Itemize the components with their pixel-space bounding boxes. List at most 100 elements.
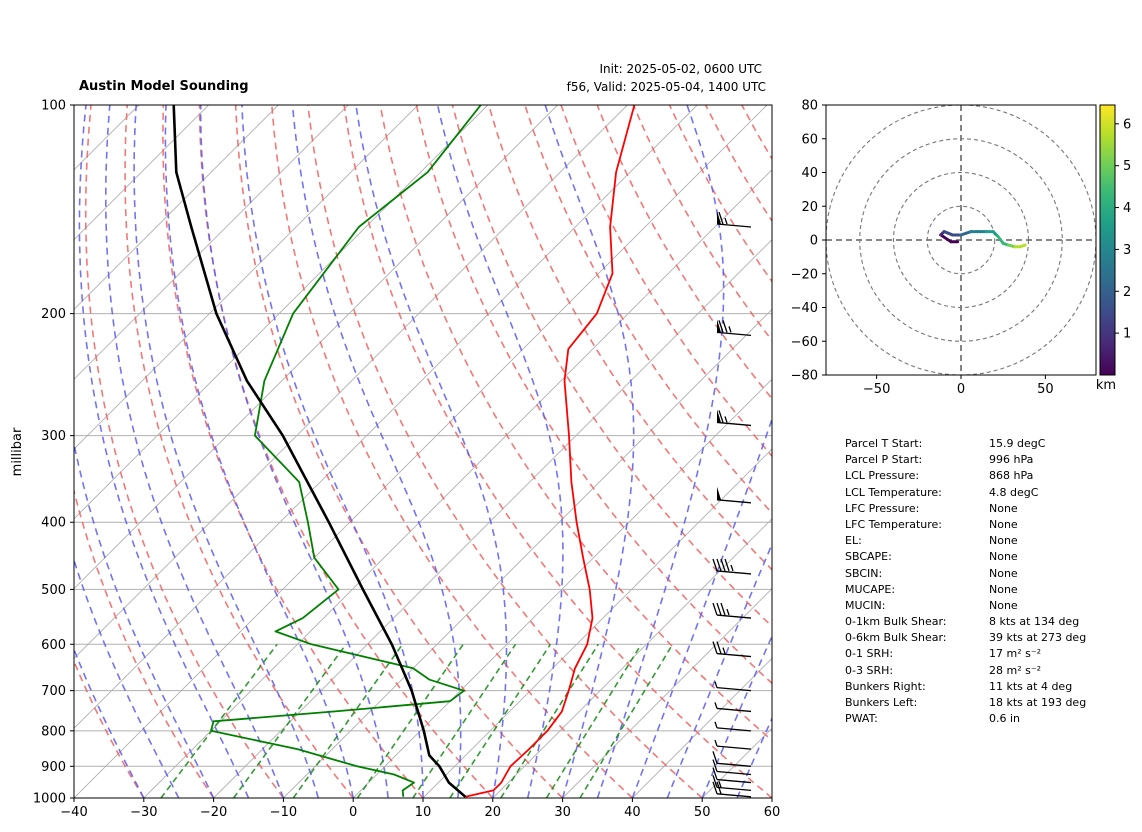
isotherm-line <box>74 105 698 729</box>
skew-t-plot-area <box>74 105 772 798</box>
dry-adiabat <box>198 105 494 798</box>
colorbar-tick-label: 3 <box>1123 243 1131 258</box>
moist-adiabat <box>74 647 145 798</box>
moist-adiabat <box>164 105 354 798</box>
moist-adiabat <box>355 105 508 798</box>
dry-adiabat <box>343 105 772 798</box>
isotherm-line <box>213 238 772 798</box>
isotherm-line <box>283 308 772 798</box>
parameter-row: LCL Pressure: 868 hPa <box>845 469 1119 485</box>
wind-barb <box>716 409 752 427</box>
y-tick-label: 800 <box>41 724 66 739</box>
isotherm-line <box>562 587 772 798</box>
y-tick-label: 400 <box>41 516 66 531</box>
parameter-value: 39 kts at 273 deg <box>989 631 1087 645</box>
moist-adiabat <box>436 105 564 798</box>
wind-barb <box>712 767 752 784</box>
parameter-name: LCL Temperature: <box>845 485 942 499</box>
hodo-x-tick-label: 0 <box>957 382 965 397</box>
parameter-row: 0-1km Bulk Shear: 8 kts at 134 deg <box>845 615 1119 631</box>
dry-adiabat <box>307 105 703 798</box>
parameter-name: LFC Pressure: <box>845 501 920 515</box>
parameter-name: SBCAPE: <box>845 550 892 564</box>
moist-adiabat <box>105 105 285 798</box>
x-tick-label: 60 <box>764 805 781 820</box>
wind-barb <box>712 751 752 767</box>
mixing-ratio-line <box>545 643 642 798</box>
wind-barb <box>712 759 752 776</box>
y-axis-label: millibar <box>10 427 25 476</box>
parameter-row: SBCAPE: None <box>845 550 1119 566</box>
parameter-value: None <box>989 550 1018 564</box>
parameter-value: 11 kts at 4 deg <box>989 679 1073 693</box>
temperature-profile <box>465 105 636 798</box>
parameter-row: MUCAPE: None <box>845 583 1119 599</box>
parameter-name: Bunkers Right: <box>845 679 926 693</box>
parameter-name: 0-1km Bulk Shear: <box>845 615 947 629</box>
wind-barb <box>712 775 752 792</box>
parameter-row: EL: None <box>845 534 1119 550</box>
y-tick-label: 900 <box>41 760 66 775</box>
moist-adiabat <box>596 105 725 798</box>
y-tick-label: 600 <box>41 638 66 653</box>
dry-adiabat <box>451 105 772 628</box>
parameter-value: None <box>989 534 1018 548</box>
dewpoint-profile <box>210 105 482 797</box>
isotherm-line <box>352 378 772 798</box>
parameter-name: 0-6km Bulk Shear: <box>845 631 947 645</box>
wind-barb <box>716 211 752 228</box>
wind-barb <box>712 558 752 575</box>
wind-barb <box>714 681 752 692</box>
moist-adiabat <box>701 634 772 798</box>
hodo-x-tick-label: −50 <box>863 382 890 397</box>
mixing-ratio-line <box>449 643 552 798</box>
mixing-ratio-line <box>356 643 464 798</box>
x-tick-label: −20 <box>200 805 227 820</box>
y-tick-label: 700 <box>41 684 66 699</box>
moist-adiabat <box>544 105 635 798</box>
parameter-name: Parcel P Start: <box>845 453 923 467</box>
y-tick-label: 300 <box>41 429 66 444</box>
isotherm-line <box>74 105 768 798</box>
x-tick-label: −10 <box>270 805 297 820</box>
parameter-name: EL: <box>845 534 862 548</box>
isotherm-line <box>74 105 209 241</box>
mixing-ratio-line <box>500 643 599 798</box>
isotherm-line <box>74 105 628 660</box>
x-tick-label: 40 <box>624 805 641 820</box>
parameter-row: Parcel T Start: 15.9 degC <box>845 437 1119 453</box>
parameter-value: 17 m² s⁻² <box>989 647 1042 661</box>
colorbar-tick-label: 1 <box>1123 327 1131 342</box>
x-tick-label: 10 <box>415 805 432 820</box>
x-tick-label: 0 <box>349 805 357 820</box>
isotherm-line <box>74 105 489 520</box>
moist-adiabat <box>74 557 180 798</box>
parameter-name: LCL Pressure: <box>845 469 920 483</box>
x-tick-label: −30 <box>130 805 157 820</box>
hodo-y-tick-label: 60 <box>801 132 818 147</box>
dry-adiabat <box>560 105 772 458</box>
parameter-name: Bunkers Left: <box>845 696 918 709</box>
parameter-name: PWAT: <box>845 712 878 726</box>
hodo-y-tick-label: 0 <box>810 234 818 249</box>
colorbar-label: km <box>1096 378 1116 393</box>
parameter-row: 0-1 SRH: 17 m² s⁻² <box>845 647 1119 663</box>
isotherm-line <box>74 105 349 380</box>
hodograph-plot-area <box>826 105 1096 375</box>
isotherm-line <box>422 448 772 798</box>
parameter-row: LFC Temperature: None <box>845 518 1119 534</box>
parameter-name: SBCIN: <box>845 566 883 580</box>
isotherm-line <box>492 518 772 798</box>
parameter-name: 0-1 SRH: <box>845 647 894 661</box>
isotherm-line <box>74 105 279 311</box>
parameter-value: None <box>989 501 1018 515</box>
x-tick-label: −40 <box>60 805 87 820</box>
parameter-value: 4.8 degC <box>989 485 1039 499</box>
hodo-y-tick-label: 80 <box>801 99 818 114</box>
colorbar <box>1099 104 1116 376</box>
parameter-value: 28 m² s⁻² <box>989 663 1042 677</box>
hodo-x-tick-label: 50 <box>1037 382 1054 397</box>
dry-adiabat <box>124 105 354 798</box>
parameter-value: 15.9 degC <box>989 437 1046 450</box>
hodo-y-tick-label: 20 <box>801 200 818 215</box>
